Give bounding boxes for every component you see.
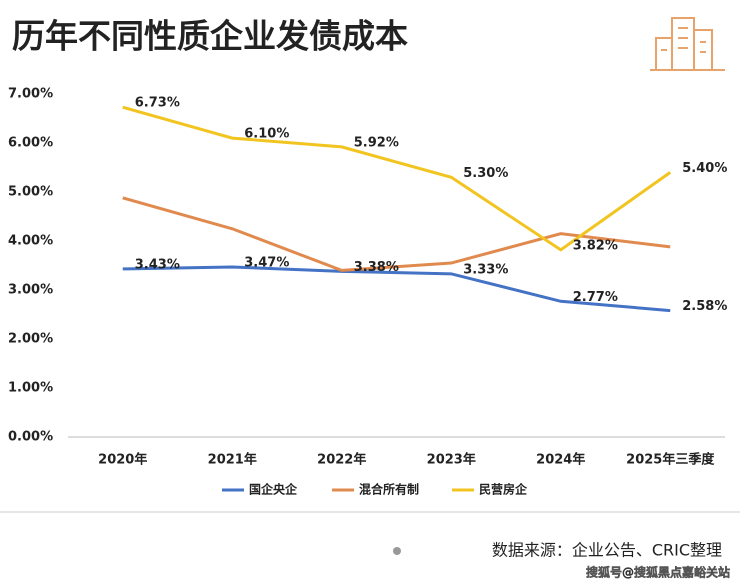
data-label: 5.92%	[354, 135, 399, 150]
data-label: 5.30%	[463, 166, 508, 181]
x-tick-label: 2020年	[98, 452, 147, 468]
chart-title: 历年不同性质企业发债成本	[12, 17, 408, 56]
data-label: 2.77%	[573, 290, 618, 305]
data-label: 3.43%	[135, 257, 180, 272]
x-tick-label: 2025年三季度	[626, 452, 715, 468]
data-label: 6.10%	[244, 127, 289, 142]
data-label: 3.33%	[463, 262, 508, 277]
y-tick-label: 0.00%	[8, 430, 53, 445]
y-tick-label: 5.00%	[8, 185, 53, 200]
series-line	[122, 105, 672, 252]
y-tick-label: 1.00%	[8, 381, 53, 396]
legend-label: 国企央企	[249, 482, 298, 497]
y-tick-label: 2.00%	[8, 332, 53, 347]
data-label: 3.38%	[354, 260, 399, 275]
legend-label: 民营房企	[479, 482, 528, 497]
series-line	[122, 265, 671, 313]
x-tick-label: 2021年	[208, 452, 257, 468]
y-tick-label: 3.00%	[8, 283, 53, 298]
y-tick-label: 6.00%	[8, 136, 53, 151]
watermark: 搜狐号@搜狐黑点嘉峪关站	[586, 565, 730, 580]
source-note: 数据来源：企业公告、CRIC整理	[492, 541, 722, 560]
bullet	[393, 547, 401, 555]
data-label: 6.73%	[135, 96, 180, 111]
data-label: 3.47%	[244, 255, 289, 270]
y-tick-label: 4.00%	[8, 234, 53, 249]
data-label: 3.82%	[573, 238, 618, 253]
building-icon	[650, 17, 725, 71]
data-label: 5.40%	[682, 161, 727, 176]
x-tick-label: 2022年	[317, 452, 366, 468]
y-tick-label: 7.00%	[8, 87, 53, 102]
data-label: 2.58%	[682, 299, 727, 314]
legend-label: 混合所有制	[359, 482, 419, 497]
x-tick-label: 2024年	[536, 452, 585, 468]
x-tick-label: 2023年	[427, 452, 476, 468]
